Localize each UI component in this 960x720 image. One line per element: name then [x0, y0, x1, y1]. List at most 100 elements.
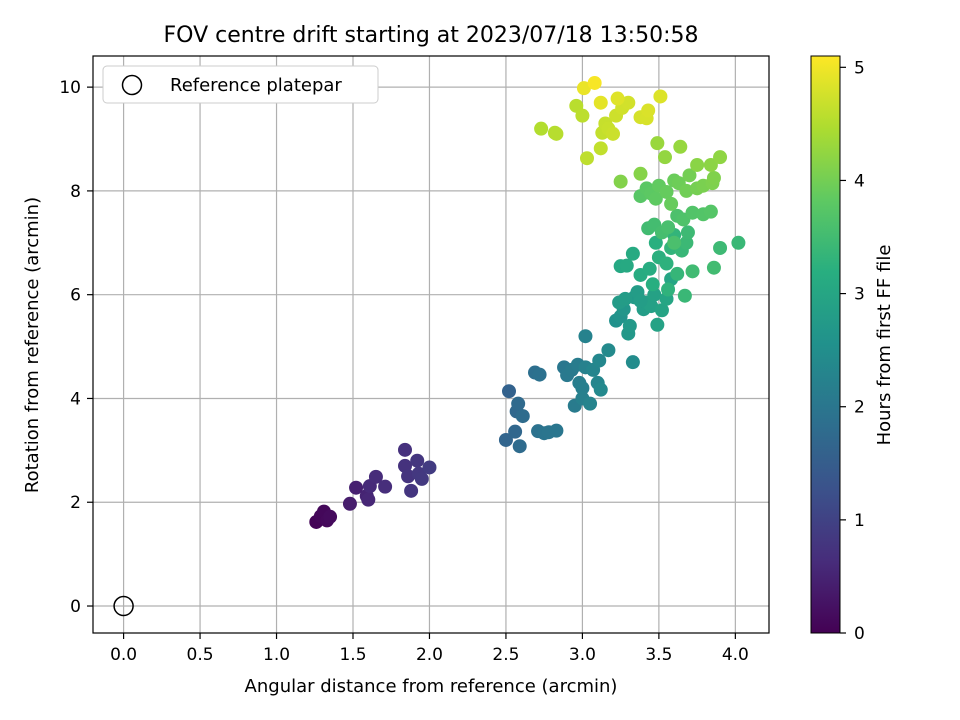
reference-point [113, 595, 134, 617]
data-point [673, 139, 688, 154]
data-point [645, 277, 660, 292]
data-point [622, 318, 637, 333]
data-point [587, 75, 602, 90]
data-point [502, 384, 516, 399]
data-point [703, 204, 718, 219]
legend: Reference platepar [102, 65, 379, 104]
colorbar-tick-label: 2 [854, 398, 865, 418]
colorbar-tick-label: 4 [854, 171, 865, 191]
data-point [706, 260, 721, 275]
data-point [511, 396, 526, 411]
data-point [549, 423, 564, 438]
y-tick-label: 4 [70, 389, 81, 409]
y-tick-label: 0 [70, 597, 81, 617]
data-point [576, 81, 591, 96]
data-point [349, 480, 364, 495]
data-point [713, 240, 728, 255]
data-point [532, 367, 547, 382]
data-point [583, 396, 598, 411]
data-point [508, 424, 523, 439]
grid-lines [93, 56, 769, 633]
x-tick-label: 3.0 [569, 645, 596, 665]
data-point [534, 121, 549, 136]
colorbar-ticks: 0 1 2 3 4 5 [840, 58, 865, 644]
data-point [642, 261, 657, 276]
data-point [633, 293, 648, 308]
y-tick-label: 2 [70, 493, 81, 513]
data-point [703, 157, 718, 172]
data-point [613, 174, 628, 189]
x-axis-ticks: 0.0 0.5 1.0 1.5 2.0 2.5 3.0 3.5 4.0 [110, 633, 749, 665]
data-point [654, 303, 669, 318]
data-point [658, 150, 672, 165]
data-point [610, 91, 625, 106]
x-axis-label: Angular distance from reference (arcmin) [245, 676, 618, 697]
y-axis-label: Rotation from reference (arcmin) [22, 197, 43, 493]
data-point [606, 126, 620, 141]
data-point [661, 282, 676, 297]
data-point [592, 353, 607, 368]
data-point [422, 460, 437, 475]
data-point [659, 184, 674, 199]
data-point [659, 256, 674, 271]
colorbar-tick-label: 0 [854, 624, 865, 644]
x-tick-label: 3.5 [645, 645, 672, 665]
data-point [361, 492, 376, 507]
plot-frame [92, 55, 770, 634]
data-point [682, 168, 697, 183]
data-point [398, 442, 412, 457]
legend-label: Reference platepar [170, 75, 342, 96]
data-point [685, 205, 700, 220]
x-tick-label: 0.0 [110, 645, 137, 665]
x-tick-label: 1.0 [263, 645, 290, 665]
data-points [309, 75, 746, 529]
data-point [401, 469, 416, 484]
data-point [648, 235, 663, 250]
data-point [512, 439, 527, 454]
colorbar-label: Hours from first FF file [874, 245, 895, 446]
data-point [323, 509, 338, 524]
data-point [731, 235, 746, 250]
colorbar-tick-label: 5 [854, 58, 865, 78]
data-point [667, 235, 682, 250]
data-point [618, 291, 633, 306]
data-point [378, 479, 393, 494]
data-point [593, 382, 608, 397]
colorbar: 0 1 2 3 4 5 Hours from first FF file [810, 55, 895, 644]
x-tick-label: 4.0 [722, 645, 749, 665]
data-point [644, 299, 659, 314]
y-tick-label: 8 [70, 182, 81, 202]
data-point [713, 150, 728, 165]
data-point [650, 136, 665, 151]
data-point [680, 225, 695, 240]
data-point [679, 183, 694, 198]
data-point [621, 95, 636, 110]
colorbar-tick-label: 1 [854, 511, 865, 531]
data-point [515, 409, 530, 424]
data-point [648, 191, 663, 206]
data-point [404, 483, 419, 498]
colorbar-gradient [810, 55, 841, 634]
data-point [706, 170, 721, 185]
data-point [601, 343, 616, 358]
data-point [410, 453, 425, 468]
data-point [342, 496, 357, 511]
data-point [670, 266, 685, 281]
data-point [580, 151, 594, 166]
data-point [498, 432, 513, 447]
x-tick-label: 2.0 [416, 645, 443, 665]
data-point [549, 126, 564, 141]
data-point [575, 108, 590, 123]
y-tick-label: 6 [70, 286, 81, 306]
data-point [368, 469, 383, 484]
data-point [593, 141, 608, 156]
data-point [575, 381, 590, 396]
y-tick-label: 10 [59, 78, 81, 98]
data-point [650, 317, 665, 332]
data-point [661, 220, 676, 235]
data-point [647, 287, 662, 302]
x-tick-label: 1.5 [339, 645, 366, 665]
x-tick-label: 0.5 [187, 645, 214, 665]
data-point [685, 264, 700, 279]
